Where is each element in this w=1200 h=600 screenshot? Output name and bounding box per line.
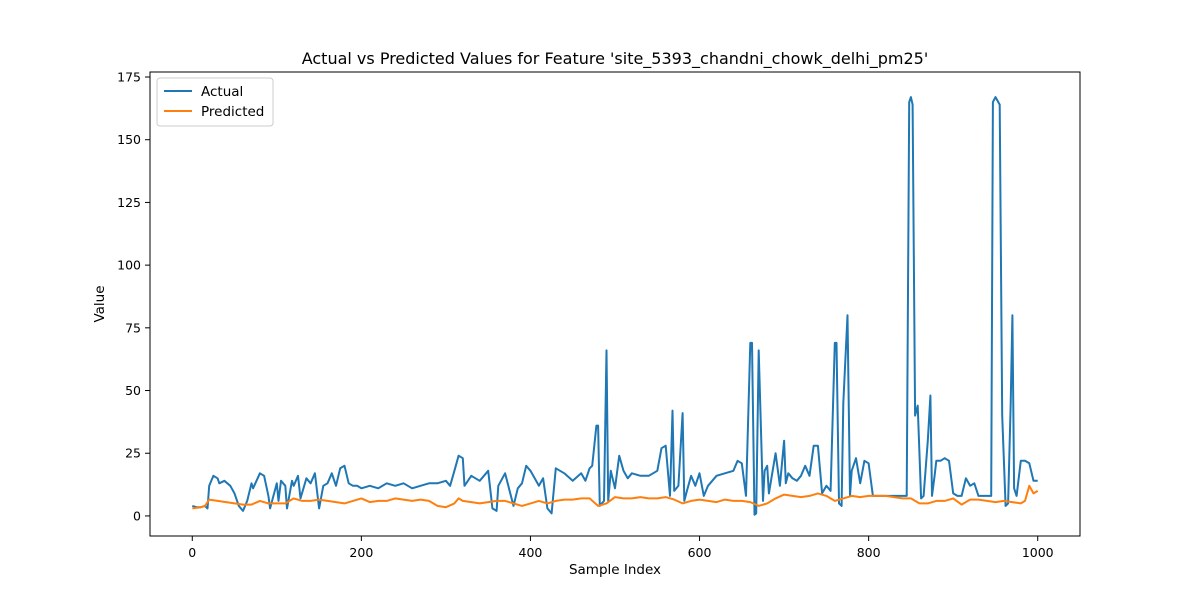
x-tick-label: 1000 (1022, 545, 1054, 560)
series-line-actual (192, 96, 1038, 516)
x-tick-label: 800 (857, 545, 881, 560)
series-line-predicted (192, 484, 1039, 510)
axes-frame (149, 71, 1081, 537)
y-tick-label: 75 (125, 320, 141, 335)
y-tick-label: 125 (117, 195, 141, 210)
x-axis-label: Sample Index (569, 562, 661, 578)
y-tick-label: 175 (117, 70, 141, 85)
plot-lines (192, 96, 1039, 516)
legend-predicted-label: Predicted (201, 104, 264, 120)
x-tick-label: 600 (688, 545, 712, 560)
legend: Actual Predicted (156, 77, 274, 127)
x-tick-label: 0 (188, 545, 196, 560)
y-tick-label: 50 (125, 383, 141, 398)
chart-title: Actual vs Predicted Values for Feature '… (302, 49, 929, 69)
axis-ticks: 0 200 400 600 800 1000 0 25 50 75 100 125 150 175 (117, 70, 1054, 560)
legend-actual-label: Actual (201, 84, 243, 100)
y-tick-label: 100 (117, 258, 141, 273)
y-tick-label: 150 (117, 132, 141, 147)
x-tick-label: 400 (519, 545, 543, 560)
y-tick-label: 0 (133, 508, 141, 523)
y-tick-label: 25 (125, 446, 141, 461)
y-axis-label: Value (92, 285, 108, 322)
x-tick-label: 200 (349, 545, 373, 560)
